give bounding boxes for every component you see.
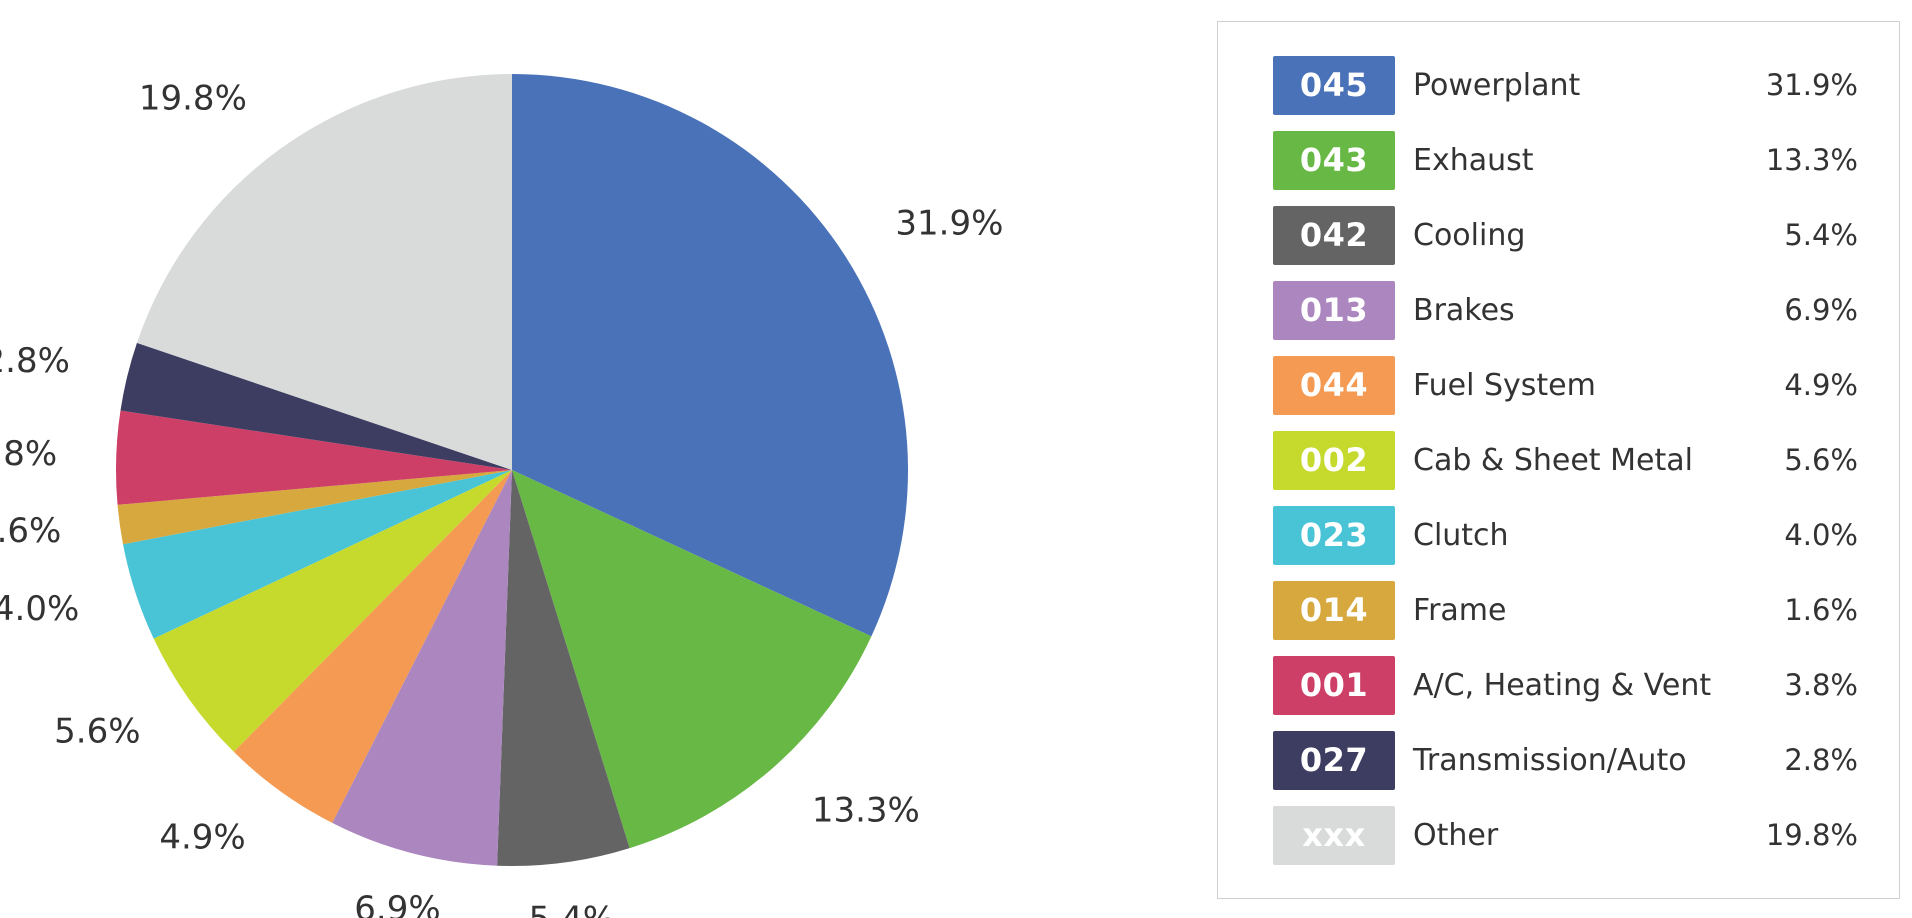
slice-data-label-fuel-system: 4.9% [159,817,245,857]
legend-item-cab-sheet-metal: 002 Cab & Sheet Metal 5.6% [1273,431,1858,491]
legend-percentage: 5.6% [1784,443,1858,477]
legend-label: A/C, Heating & Vent [1413,668,1712,703]
slice-data-label-a-c-heating-vent: 3.8% [0,434,57,474]
legend-label: Transmission/Auto [1413,743,1687,778]
slice-data-label-other: 19.8% [139,79,247,119]
legend-code-badge: 002 [1273,431,1395,490]
legend-percentage: 6.9% [1784,293,1858,327]
pie-slice-cab-sheet-metal [153,470,513,752]
pie-slice-other [136,74,512,470]
legend-code-badge: 044 [1273,356,1395,415]
legend-percentage: 4.9% [1784,368,1858,402]
legend-code-badge: 001 [1273,656,1395,715]
legend-item-cooling: 042 Cooling 5.4% [1273,206,1858,266]
legend-item-other: xxx Other 19.8% [1273,806,1858,866]
slice-data-label-frame: 1.6% [0,511,61,551]
legend-percentage: 13.3% [1765,143,1858,177]
pie-slice-frame [117,470,512,545]
slice-data-label-clutch: 4.0% [0,589,79,629]
legend-label: Exhaust [1413,143,1534,178]
legend-item-frame: 014 Frame 1.6% [1273,581,1858,641]
pie-slice-fuel-system [233,470,512,823]
legend-percentage: 1.6% [1784,593,1858,627]
legend-code-badge: 027 [1273,731,1395,790]
slice-data-label-cooling: 5.4% [529,900,615,918]
legend-code-badge: 014 [1273,581,1395,640]
pie-slice-brakes [332,470,512,866]
slice-data-label-powerplant: 31.9% [895,203,1003,243]
legend-item-brakes: 013 Brakes 6.9% [1273,281,1858,341]
legend-code-badge: 013 [1273,281,1395,340]
legend-label: Cab & Sheet Metal [1413,443,1693,478]
legend-code-badge: 023 [1273,506,1395,565]
pie-slice-cooling [497,470,630,866]
legend-item-ac-heating-vent: 001 A/C, Heating & Vent 3.8% [1273,656,1858,716]
legend-code-badge: 043 [1273,131,1395,190]
legend-item-fuel-system: 044 Fuel System 4.9% [1273,356,1858,416]
pie-slice-clutch [123,470,512,639]
legend-percentage: 4.0% [1784,518,1858,552]
legend-item-clutch: 023 Clutch 4.0% [1273,506,1858,566]
slice-data-label-exhaust: 13.3% [812,791,920,831]
legend-label: Fuel System [1413,368,1596,403]
slice-data-label-transmission-auto: 2.8% [0,341,70,381]
legend: 045 Powerplant 31.9% 043 Exhaust 13.3% 0… [1217,21,1900,899]
legend-label: Other [1413,818,1499,853]
legend-label: Frame [1413,593,1507,628]
legend-percentage: 2.8% [1784,743,1858,777]
legend-item-exhaust: 043 Exhaust 13.3% [1273,131,1858,191]
legend-label: Clutch [1413,518,1509,553]
legend-code-badge: 042 [1273,206,1395,265]
legend-item-transmission-auto: 027 Transmission/Auto 2.8% [1273,731,1858,791]
legend-code-badge: xxx [1273,806,1395,865]
pie-slice-powerplant [512,74,908,637]
legend-label: Powerplant [1413,68,1581,103]
slice-data-label-cab-sheet-metal: 5.6% [54,711,140,751]
pie-slice-transmission-auto [120,342,513,470]
pie-chart: 31.9% 13.3% 5.4% 6.9% 4.9% 5.6% 4.0% 1.6% 3.8% 2.… [0,74,1003,918]
slice-data-label-brakes: 6.9% [354,889,440,918]
legend-percentage: 3.8% [1784,668,1858,702]
pie-slice-a-c-heating-vent [115,410,512,505]
pie-slice-exhaust [512,470,872,849]
legend-code-badge: 045 [1273,56,1395,115]
legend-percentage: 31.9% [1765,68,1858,102]
legend-item-powerplant: 045 Powerplant 31.9% [1273,56,1858,116]
legend-percentage: 19.8% [1765,818,1858,852]
legend-percentage: 5.4% [1784,218,1858,252]
legend-label: Cooling [1413,218,1526,253]
legend-label: Brakes [1413,293,1515,328]
